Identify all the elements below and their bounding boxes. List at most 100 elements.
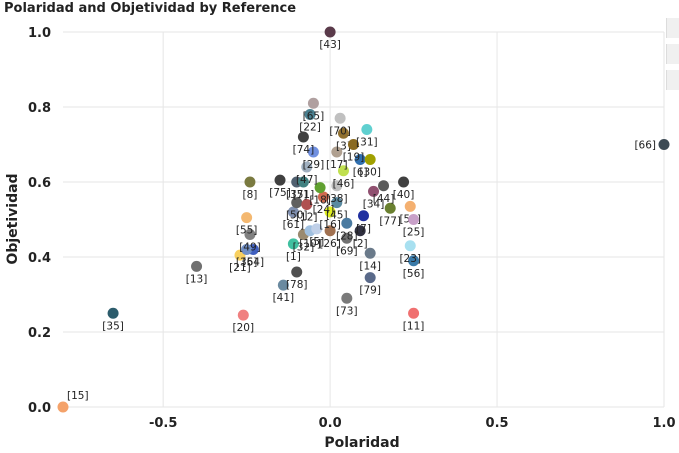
point-marker[interactable] xyxy=(364,272,376,284)
point-marker[interactable] xyxy=(191,260,203,272)
data-point[interactable]: [18] xyxy=(309,182,331,207)
point-marker[interactable] xyxy=(297,176,309,188)
data-point[interactable]: [19] xyxy=(343,139,365,164)
point-marker[interactable] xyxy=(324,206,336,218)
point-marker[interactable] xyxy=(244,229,256,240)
point-marker[interactable] xyxy=(304,109,316,120)
point-marker[interactable] xyxy=(354,154,366,165)
point-marker[interactable] xyxy=(301,161,313,173)
data-point[interactable]: [50] xyxy=(286,197,308,222)
data-point[interactable]: [69] xyxy=(336,232,358,258)
data-point[interactable]: [14] xyxy=(359,247,381,273)
data-point[interactable]: [55] xyxy=(236,212,258,237)
data-point[interactable]: [23] xyxy=(399,240,421,265)
data-point[interactable]: [66] xyxy=(634,139,670,152)
point-marker[interactable] xyxy=(317,191,329,203)
point-marker[interactable] xyxy=(404,240,416,252)
data-point[interactable]: [38] xyxy=(326,180,348,205)
point-marker[interactable] xyxy=(244,176,256,188)
point-marker[interactable] xyxy=(307,146,319,158)
point-marker[interactable] xyxy=(324,26,336,38)
point-marker[interactable] xyxy=(658,139,670,150)
data-point[interactable]: [45] xyxy=(326,197,348,222)
point-marker[interactable] xyxy=(291,266,303,278)
point-marker[interactable] xyxy=(398,176,410,188)
point-marker[interactable] xyxy=(361,124,373,135)
point-marker[interactable] xyxy=(378,180,390,192)
data-point[interactable]: [41] xyxy=(273,279,295,305)
data-point[interactable]: [28] xyxy=(336,217,358,243)
point-marker[interactable] xyxy=(358,210,369,222)
data-point[interactable]: [65] xyxy=(303,97,325,123)
data-point[interactable]: [15] xyxy=(57,390,89,413)
point-marker[interactable] xyxy=(324,225,336,237)
point-marker[interactable] xyxy=(291,197,303,209)
point-marker[interactable] xyxy=(337,127,349,139)
point-marker[interactable] xyxy=(301,199,313,210)
data-point[interactable]: [56] xyxy=(403,255,425,280)
point-marker[interactable] xyxy=(331,180,343,192)
point-marker[interactable] xyxy=(314,182,326,194)
data-point[interactable]: [26] xyxy=(319,225,341,250)
point-marker[interactable] xyxy=(341,292,353,304)
point-marker[interactable] xyxy=(311,223,323,235)
side-panel[interactable] xyxy=(666,0,679,90)
point-marker[interactable] xyxy=(274,174,286,186)
data-point[interactable]: [13] xyxy=(186,260,208,286)
point-marker[interactable] xyxy=(384,202,396,214)
data-point[interactable]: [3] xyxy=(336,127,351,153)
data-point[interactable]: [7] xyxy=(356,210,371,235)
data-point[interactable]: [61] xyxy=(283,206,305,232)
data-point[interactable]: [49] xyxy=(239,229,261,254)
data-point[interactable]: [22] xyxy=(299,109,321,134)
point-marker[interactable] xyxy=(404,200,416,212)
data-point[interactable]: [36] xyxy=(236,244,258,269)
point-marker[interactable] xyxy=(408,307,420,319)
data-point[interactable]: [70] xyxy=(329,112,351,138)
data-point[interactable]: [47] xyxy=(296,161,318,187)
data-point[interactable]: [31] xyxy=(356,124,378,149)
point-marker[interactable] xyxy=(241,244,253,255)
point-marker[interactable] xyxy=(334,112,346,124)
data-point[interactable]: [75] xyxy=(269,174,291,200)
data-point[interactable]: [43] xyxy=(319,26,341,52)
data-point[interactable]: [44] xyxy=(373,180,395,205)
point-marker[interactable] xyxy=(297,131,309,143)
point-marker[interactable] xyxy=(107,307,119,319)
point-marker[interactable] xyxy=(307,97,319,109)
point-marker[interactable] xyxy=(337,165,349,177)
data-point[interactable]: [20] xyxy=(233,309,255,335)
data-point[interactable]: [11] xyxy=(403,307,425,333)
data-point[interactable]: [77] xyxy=(379,202,401,228)
data-point[interactable]: [2] xyxy=(353,225,368,250)
point-marker[interactable] xyxy=(237,309,249,321)
point-marker[interactable] xyxy=(364,247,376,259)
data-point[interactable]: [5] xyxy=(309,223,324,248)
data-point[interactable]: [34] xyxy=(363,185,385,211)
point-marker[interactable] xyxy=(341,232,353,244)
data-point[interactable]: [46] xyxy=(333,165,355,190)
side-panel-item[interactable] xyxy=(666,70,679,90)
data-point[interactable]: [6] xyxy=(353,154,368,179)
side-panel-item[interactable] xyxy=(666,18,679,38)
data-point[interactable]: [29] xyxy=(303,146,325,172)
data-point[interactable]: [12] xyxy=(296,199,318,224)
point-marker[interactable] xyxy=(364,154,376,165)
point-marker[interactable] xyxy=(354,225,366,237)
point-marker[interactable] xyxy=(368,185,380,197)
point-marker[interactable] xyxy=(331,146,343,158)
data-point[interactable]: [79] xyxy=(359,272,381,297)
data-point[interactable]: [35] xyxy=(102,307,124,333)
point-marker[interactable] xyxy=(408,214,420,225)
point-marker[interactable] xyxy=(331,197,343,209)
data-point[interactable]: [16] xyxy=(319,206,341,232)
point-marker[interactable] xyxy=(241,212,253,224)
data-point[interactable]: [51] xyxy=(293,176,315,202)
data-point[interactable]: [25] xyxy=(403,214,425,239)
data-point[interactable]: [78] xyxy=(286,266,308,292)
point-marker[interactable] xyxy=(347,139,359,150)
point-marker[interactable] xyxy=(287,238,299,250)
data-point[interactable]: [1] xyxy=(286,238,301,263)
data-point[interactable]: [8] xyxy=(243,176,258,202)
data-point[interactable]: [30] xyxy=(359,154,381,179)
